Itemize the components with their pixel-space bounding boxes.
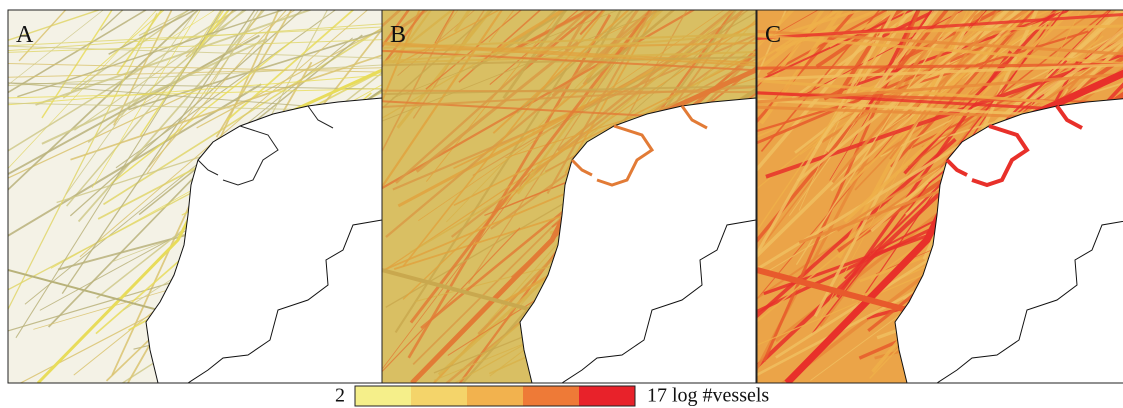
map-panel: C [717, 0, 1123, 403]
legend-swatch [467, 386, 523, 406]
legend-swatch [579, 386, 635, 406]
panel-label: A [16, 22, 34, 48]
legend: 2 17 log #vessels [335, 385, 769, 407]
panel-label: B [390, 22, 406, 48]
figure-canvas: A B C 2 17 log #vessels [0, 0, 1123, 408]
shipping-lanes [717, 0, 1123, 403]
legend-min: 2 [335, 385, 345, 407]
panel-label: C [765, 22, 781, 48]
legend-swatch [355, 386, 411, 406]
legend-swatch [411, 386, 467, 406]
legend-swatch [523, 386, 579, 406]
figure: A B C 2 17 log #vessels [0, 0, 1123, 408]
legend-max: 17 log #vessels [647, 385, 769, 407]
